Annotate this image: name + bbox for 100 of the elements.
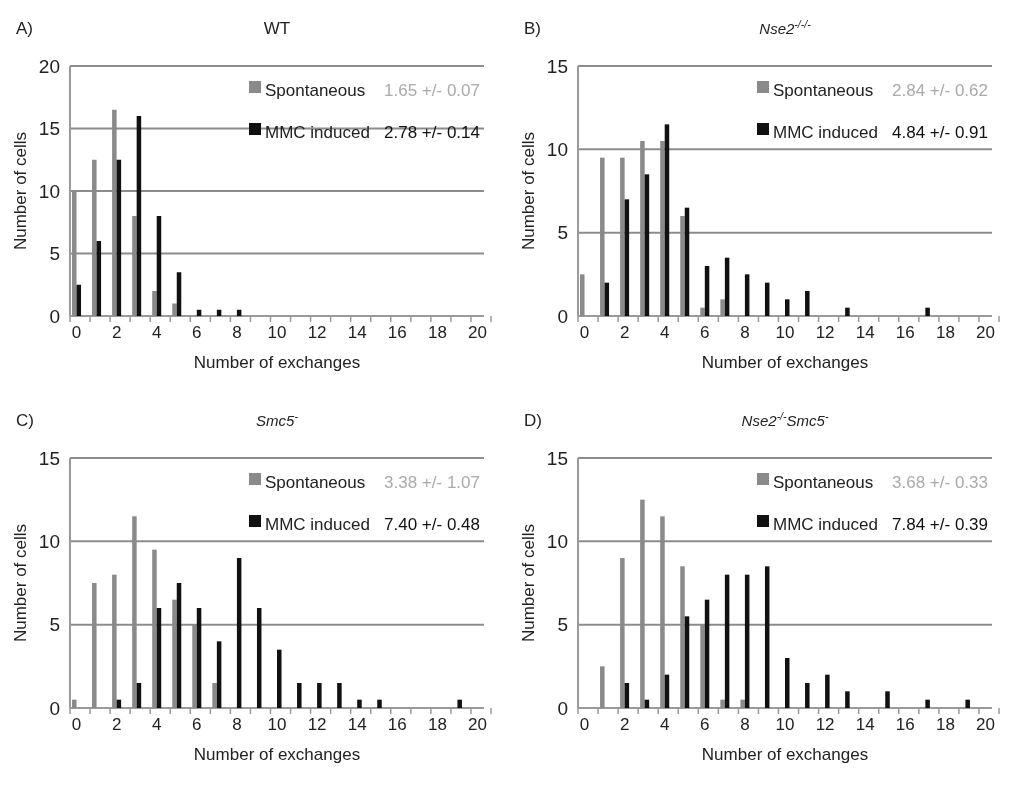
bar (925, 307, 930, 316)
bar (740, 699, 745, 708)
text: D) (524, 411, 542, 430)
bar (357, 699, 362, 708)
legend-label: Spontaneous (773, 472, 874, 492)
legend-label: MMC induced (265, 514, 370, 534)
x-tick-label: 20 (468, 323, 487, 342)
legend-label: MMC induced (265, 122, 370, 142)
x-tick-label: 2 (111, 323, 122, 342)
x-tick-label: 6 (192, 323, 202, 342)
chart-title: WT (263, 19, 291, 38)
x-tick-label: 16 (895, 715, 915, 734)
text: B) (524, 19, 541, 38)
bar (885, 691, 890, 708)
annotation: 4.84 +/- 0.91 (892, 122, 988, 142)
bar (317, 683, 322, 708)
annotation: 2.84 +/- 0.62 (892, 80, 988, 100)
x-tick-label: 2 (619, 715, 630, 734)
x-tick-label: 10 (775, 715, 795, 734)
x-axis-title: Number of exchanges (193, 353, 361, 372)
y-tick-label: 15 (546, 55, 568, 77)
y-tick-label: 15 (546, 447, 568, 469)
x-tick-label: 20 (468, 715, 487, 734)
x-axis-title: Number of exchanges (701, 353, 869, 372)
y-tick-label: 10 (546, 530, 568, 552)
x-tick-label: 4 (151, 323, 162, 342)
annotation: 3.68 +/- 0.33 (892, 472, 988, 492)
x-tick-label: 4 (659, 323, 670, 342)
bar (785, 299, 790, 316)
bar (600, 666, 605, 708)
bar (700, 307, 705, 316)
y-tick-label: 0 (557, 697, 568, 719)
bar (457, 699, 462, 708)
x-tick-label: 10 (267, 715, 287, 734)
x-tick-label: 2 (111, 715, 122, 734)
y-tick-label: 5 (49, 243, 60, 265)
y-tick-label: 0 (557, 305, 568, 327)
legend-label: MMC induced (773, 514, 878, 534)
chart-title: Nse2$^{-/-}$Smc5$^{-}$ (741, 410, 829, 429)
annotation: 7.84 +/- 0.39 (892, 514, 988, 534)
x-tick-label: 10 (775, 323, 795, 342)
y-tick-label: 10 (38, 530, 60, 552)
bar (785, 658, 790, 708)
x-tick-label: 6 (700, 715, 710, 734)
x-tick-label: 20 (976, 715, 995, 734)
x-tick-label: 6 (700, 323, 710, 342)
bar (72, 699, 77, 708)
x-tick-label: 0 (71, 715, 82, 734)
bar (377, 699, 382, 708)
legend-label: Spontaneous (265, 472, 366, 492)
bar (337, 683, 342, 708)
bar (845, 307, 850, 316)
x-tick-label: 16 (387, 715, 407, 734)
x-tick-label: 12 (307, 323, 327, 342)
annotation: 2.78 +/- 0.14 (384, 122, 480, 142)
x-axis-title: Number of exchanges (193, 745, 361, 764)
bar (720, 299, 725, 316)
x-tick-label: 18 (935, 323, 955, 342)
x-tick-label: 14 (855, 715, 875, 734)
bar (845, 691, 850, 708)
text: A) (16, 19, 33, 38)
x-tick-label: 16 (895, 323, 915, 342)
y-axis-title: Number of cells (519, 131, 538, 251)
y-tick-label: 0 (49, 697, 60, 719)
y-tick-label: 20 (38, 55, 60, 77)
x-tick-label: 0 (579, 715, 590, 734)
annotation: 1.65 +/- 0.07 (384, 80, 480, 100)
legend-label: Spontaneous (773, 80, 874, 100)
annotation: 3.38 +/- 1.07 (384, 472, 480, 492)
x-tick-label: 14 (347, 715, 367, 734)
y-tick-label: 0 (49, 305, 60, 327)
x-axis-title: Number of exchanges (701, 745, 869, 764)
x-tick-label: 4 (659, 715, 670, 734)
x-tick-label: 6 (192, 715, 202, 734)
y-tick-label: 5 (49, 614, 60, 636)
bar (825, 674, 830, 708)
bar (277, 649, 282, 708)
text: C) (16, 411, 34, 430)
chart-title: Smc5$^{-}$ (256, 410, 299, 429)
x-tick-label: 0 (579, 323, 590, 342)
x-tick-label: 8 (232, 323, 242, 342)
y-tick-label: 5 (557, 222, 568, 244)
bar (805, 683, 810, 708)
legend-label: MMC induced (773, 122, 878, 142)
x-tick-label: 14 (347, 323, 367, 342)
annotation: 7.40 +/- 0.48 (384, 514, 480, 534)
x-tick-label: 20 (976, 323, 995, 342)
y-tick-label: 5 (557, 614, 568, 636)
x-tick-label: 14 (855, 323, 875, 342)
bar (925, 699, 930, 708)
x-tick-label: 12 (815, 323, 835, 342)
bar (965, 699, 970, 708)
chart-title: Nse2$^{-/-/-}$ (759, 18, 812, 37)
bar (805, 291, 810, 316)
x-tick-label: 18 (935, 715, 955, 734)
x-tick-label: 8 (232, 715, 242, 734)
bar (172, 303, 177, 316)
y-axis-title: Number of cells (11, 131, 30, 251)
bar (212, 683, 217, 708)
legend-label: Spontaneous (265, 80, 366, 100)
